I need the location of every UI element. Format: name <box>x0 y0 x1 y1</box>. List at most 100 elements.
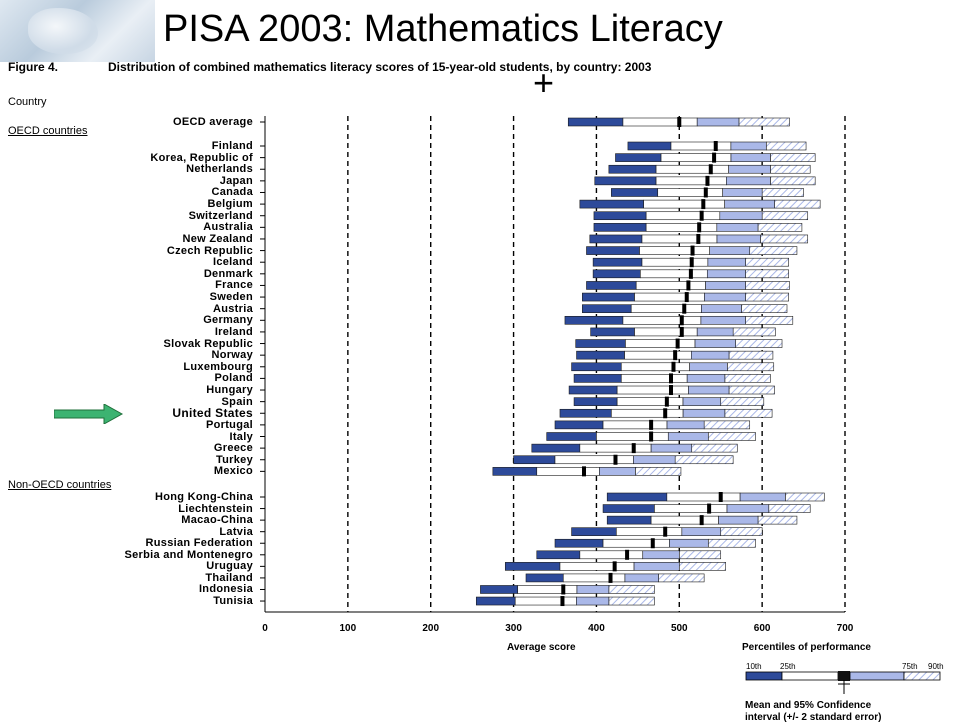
bar-segment-mean-white <box>683 304 702 313</box>
country-label: New Zealand <box>182 232 253 245</box>
bar-segment-p25-mean <box>559 562 615 571</box>
bar-segment-p75-p90 <box>745 257 789 267</box>
bar-segment-p25-mean <box>666 492 722 502</box>
bar-segment-mean-p75 <box>696 117 740 127</box>
bar-segment-p25-mean <box>657 188 707 197</box>
country-label: Austria <box>213 302 253 315</box>
country-label: Turkey <box>215 453 253 466</box>
bar-segment-p25-mean <box>635 281 689 290</box>
bar-segment-p25-mean <box>639 246 693 255</box>
legend-tick-25th: 25th <box>780 662 796 671</box>
bar-segment-p25-mean <box>655 176 708 186</box>
country-label: Latvia <box>219 525 253 538</box>
bar-segment-mean-white <box>678 117 698 127</box>
bar-segment-mean-white <box>705 188 724 197</box>
mean-marker <box>560 596 565 607</box>
country-label: United States <box>172 406 253 421</box>
bar-segment-p75-p90 <box>728 385 775 395</box>
bar-segment-p10-p25 <box>513 455 556 465</box>
bar-segment-mean-p75 <box>724 199 775 209</box>
bar-segment-p10-p25 <box>554 420 604 430</box>
legend-ci-marker <box>838 671 850 681</box>
bar-segment-p25-mean <box>630 304 685 313</box>
bar-segment-p10-p25 <box>593 223 647 232</box>
country-label: Iceland <box>212 256 253 269</box>
bar-segment-mean-white <box>670 374 688 383</box>
bar-segment-p75-p90 <box>707 538 756 548</box>
bar-segment-p75-p90 <box>678 562 726 571</box>
bar-segment-mean-p75 <box>706 269 746 279</box>
country-label: Korea, Republic of <box>150 151 253 164</box>
bar-segment-mean-white <box>707 176 727 186</box>
bar-segment-mean-white <box>701 515 719 525</box>
country-label: Slovak Republic <box>163 337 253 350</box>
bar-segment-mean-white <box>720 492 741 502</box>
bar-segment-p10-p25 <box>602 504 655 513</box>
bar-segment-p10-p25 <box>593 211 647 221</box>
bar-segment-p75-p90 <box>724 374 771 383</box>
country-label: Norway <box>211 349 253 362</box>
bar-segment-mean-white <box>652 538 670 548</box>
bar-segment-mean-white <box>713 153 732 162</box>
mean-marker <box>625 549 630 560</box>
figure-caption: Distribution of combined mathematics lit… <box>108 60 652 74</box>
bar-segment-p75-p90 <box>765 141 807 151</box>
x-tick-label: 300 <box>505 623 522 634</box>
bar-segment-p10-p25 <box>571 527 617 536</box>
bar-segment-p10-p25 <box>627 141 672 151</box>
bar-segment-mean-white <box>673 362 690 372</box>
country-label: Belgium <box>207 198 253 211</box>
bar-segment-p25-mean <box>641 257 693 267</box>
bar-segment-mean-p75 <box>650 443 693 453</box>
bar-segment-mean-white <box>701 211 721 221</box>
country-label: Sweden <box>209 291 253 304</box>
bar-segment-p10-p25 <box>589 234 643 244</box>
mean-marker <box>684 292 689 303</box>
bar-segment-p25-mean <box>596 432 652 441</box>
bar-segment-p10-p25 <box>576 350 625 360</box>
country-label: Finland <box>211 140 253 152</box>
bar-segment-p10-p25 <box>546 432 597 441</box>
bar-segment-mean-white <box>650 432 669 441</box>
bar-segment-mean-white <box>677 339 696 348</box>
mean-marker <box>650 538 655 549</box>
bar-segment-mean-p75 <box>726 504 770 513</box>
bar-segment-p75-p90 <box>757 515 798 525</box>
bar-segment-p75-p90 <box>720 527 763 536</box>
mean-marker <box>699 515 704 526</box>
x-tick-label: 400 <box>588 623 605 634</box>
bar-segment-mean-white <box>664 408 684 418</box>
bar-segment-mean-white <box>710 164 729 174</box>
mean-marker <box>686 280 691 291</box>
mean-marker <box>663 408 668 419</box>
country-label: Serbia and Montenegro <box>124 548 253 561</box>
bar-segment-p75-p90 <box>678 550 722 560</box>
bar-segment-p75-p90 <box>745 292 789 302</box>
highlight-arrow-icon <box>54 404 124 424</box>
bar-segment-p75-p90 <box>608 596 655 606</box>
bar-segment-p75-p90 <box>760 234 809 244</box>
bar-segment-p25-mean <box>536 467 585 476</box>
bar-segment-p75-p90 <box>691 443 738 453</box>
bar-segment-p25-mean <box>514 596 563 606</box>
bar-segment-p25-mean <box>616 397 668 406</box>
bar-segment-mean-p75 <box>667 432 709 441</box>
country-label: Italy <box>229 430 253 443</box>
bar-segment-p75-p90 <box>741 304 788 313</box>
legend-tick-75th: 75th <box>902 662 918 671</box>
country-label: OECD average <box>172 116 253 128</box>
mean-marker <box>705 175 710 186</box>
bar-segment-p10-p25 <box>568 385 618 395</box>
bar-segment-p75-p90 <box>724 408 773 418</box>
bar-segment-p75-p90 <box>770 164 811 174</box>
country-label: Luxembourg <box>183 360 253 373</box>
bar-segment-mean-white <box>615 455 634 465</box>
bar-segment-mean-p75 <box>633 562 680 571</box>
mean-marker <box>703 187 708 198</box>
mean-marker <box>696 233 701 244</box>
mean-marker <box>713 141 718 151</box>
country-label: Mexico <box>213 465 253 478</box>
bar-segment-p75-p90 <box>745 269 789 279</box>
bar-segment-p10-p25 <box>573 374 622 383</box>
bar-segment-mean-p75 <box>669 538 709 548</box>
